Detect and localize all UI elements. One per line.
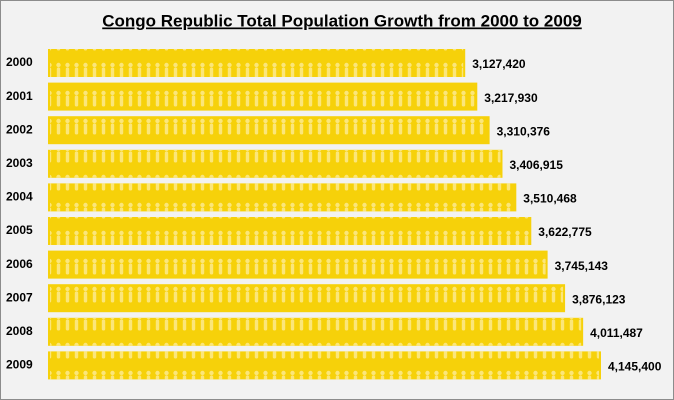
y-tick-label: 2007 (6, 290, 33, 304)
value-label: 4,011,487 (590, 326, 643, 340)
value-label: 3,310,376 (497, 124, 551, 138)
bar-pattern (50, 49, 464, 77)
value-label: 3,217,930 (484, 91, 538, 105)
value-label: 3,622,775 (538, 225, 592, 239)
bar-pattern (50, 217, 530, 245)
bar-pattern (50, 250, 546, 279)
y-tick-label: 2000 (6, 55, 33, 69)
bar-pattern (50, 284, 564, 313)
bar-pattern (50, 116, 488, 145)
y-tick-label: 2002 (6, 122, 33, 136)
value-label: 3,876,123 (572, 292, 626, 306)
chart-title: Congo Republic Total Population Growth f… (102, 11, 582, 30)
bar-pattern (50, 351, 599, 380)
bar-pattern (50, 317, 582, 346)
value-label: 3,510,468 (523, 192, 577, 206)
value-label: 3,406,915 (509, 158, 563, 172)
y-tick-label: 2001 (6, 89, 33, 103)
y-tick-label: 2006 (6, 257, 33, 271)
value-label: 3,745,143 (555, 259, 609, 273)
value-label: 3,127,420 (472, 57, 526, 71)
bar-pattern (50, 149, 501, 178)
y-tick-label: 2008 (6, 324, 33, 338)
value-label: 4,145,400 (608, 360, 662, 374)
bar-pattern (50, 183, 515, 212)
y-tick-label: 2005 (6, 223, 33, 237)
y-tick-label: 2009 (6, 358, 33, 372)
bar-pattern (50, 82, 476, 111)
y-tick-label: 2003 (6, 156, 33, 170)
y-tick-label: 2004 (6, 190, 33, 204)
